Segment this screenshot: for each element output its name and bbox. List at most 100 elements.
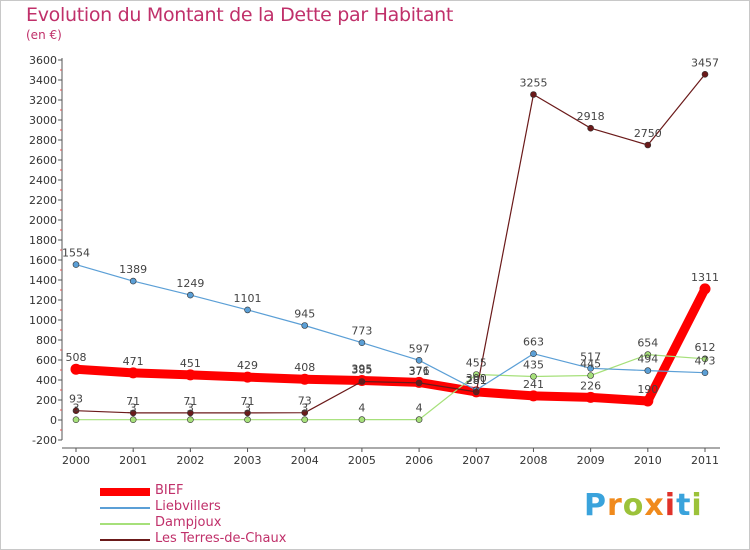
data-label: 73 [298, 395, 312, 408]
data-point [301, 322, 309, 329]
data-point [358, 378, 366, 385]
logo-letter: x [644, 488, 665, 523]
data-label: 612 [695, 341, 716, 354]
data-point [187, 416, 194, 424]
data-point [244, 409, 251, 417]
data-label: 93 [69, 393, 83, 406]
legend-swatch-bief [100, 488, 150, 496]
data-point [244, 306, 251, 314]
legend-swatch-dampjoux [100, 523, 150, 525]
data-label: 517 [580, 350, 601, 363]
proxiti-logo: Proxiti [584, 488, 703, 523]
data-point [701, 369, 709, 377]
data-point [585, 391, 597, 403]
data-label: 3457 [691, 56, 719, 69]
data-label: 455 [466, 357, 487, 370]
logo-letter: o [622, 488, 645, 523]
logo-letter: i [691, 488, 703, 523]
legend-item-bief: BIEF [100, 483, 400, 500]
data-label: 445 [580, 358, 601, 371]
series-line-les-terres-de-chaux [75, 73, 706, 414]
data-point [301, 416, 309, 424]
data-label: 3 [73, 402, 80, 415]
data-point [187, 291, 194, 299]
data-point [358, 416, 366, 423]
y-tick-label: 3400 [29, 74, 57, 87]
logo-letter: r [607, 488, 623, 523]
data-point [472, 388, 480, 396]
data-label: 408 [294, 361, 315, 374]
data-label: 71 [126, 395, 140, 408]
data-label: 3 [244, 402, 251, 415]
data-label: 654 [637, 337, 658, 350]
y-tick-label: -200 [32, 434, 57, 447]
logo-letter: P [584, 488, 607, 523]
data-label: 3 [130, 402, 137, 415]
data-point [244, 416, 251, 424]
data-point [701, 355, 709, 363]
y-tick-label: 200 [36, 394, 57, 407]
data-label: 2750 [634, 127, 662, 140]
data-point [415, 356, 423, 364]
data-label: 71 [183, 395, 197, 408]
data-label: 241 [523, 378, 544, 391]
data-label: 494 [637, 353, 658, 366]
data-point [701, 71, 709, 78]
y-tick-label: 3000 [29, 114, 57, 127]
x-tick-label: 2009 [577, 454, 605, 467]
data-point [242, 371, 254, 383]
data-point [530, 350, 537, 358]
y-tick-label: 800 [36, 334, 57, 347]
data-label: 4 [358, 402, 365, 415]
data-point [127, 367, 139, 379]
data-label: 451 [180, 357, 201, 370]
data-label: 4 [416, 402, 423, 415]
data-label: 473 [695, 355, 716, 368]
data-label: 597 [409, 342, 430, 355]
data-label: 2918 [577, 110, 605, 123]
data-label: 371 [409, 365, 430, 378]
y-tick-label: 3600 [29, 54, 57, 67]
data-point [587, 372, 594, 379]
data-label: 663 [523, 336, 544, 349]
data-label: 190 [637, 383, 658, 396]
x-tick-label: 2004 [291, 454, 319, 467]
data-point [587, 124, 594, 132]
data-point [70, 363, 82, 375]
data-point [129, 277, 137, 285]
y-tick-label: 2800 [29, 134, 57, 147]
data-point [530, 373, 537, 380]
y-tick-label: 2400 [29, 174, 57, 187]
x-tick-label: 2011 [691, 454, 719, 467]
legend-item-dampjoux: Dampjoux [100, 515, 400, 532]
y-tick-label: 600 [36, 354, 57, 367]
x-tick-label: 2003 [234, 454, 262, 467]
legend-label-liebvillers: Liebvillers [155, 499, 221, 514]
y-tick-label: 1600 [29, 254, 57, 267]
data-point [699, 283, 711, 295]
data-point [415, 416, 423, 423]
data-label: 3 [301, 402, 308, 415]
y-tick-label: 1800 [29, 234, 57, 247]
data-label: 1554 [62, 247, 90, 260]
x-tick-label: 2007 [462, 454, 490, 467]
data-point [72, 407, 80, 415]
x-tick-label: 2008 [519, 454, 547, 467]
y-tick-label: 2600 [29, 154, 57, 167]
y-tick-label: 1000 [29, 314, 57, 327]
data-label: 1311 [691, 271, 719, 284]
chart-subtitle: (en €) [26, 28, 62, 42]
legend-label-bief: BIEF [155, 483, 184, 498]
data-label: 435 [523, 359, 544, 372]
x-tick-label: 2006 [405, 454, 433, 467]
legend-item-liebvillers: Liebvillers [100, 499, 400, 516]
data-label: 385 [351, 364, 372, 377]
data-point [129, 416, 137, 424]
data-point [301, 409, 309, 417]
y-tick-label: 2200 [29, 194, 57, 207]
data-label: 281 [466, 374, 487, 387]
data-label: 300 [466, 372, 487, 385]
data-point [72, 261, 80, 268]
